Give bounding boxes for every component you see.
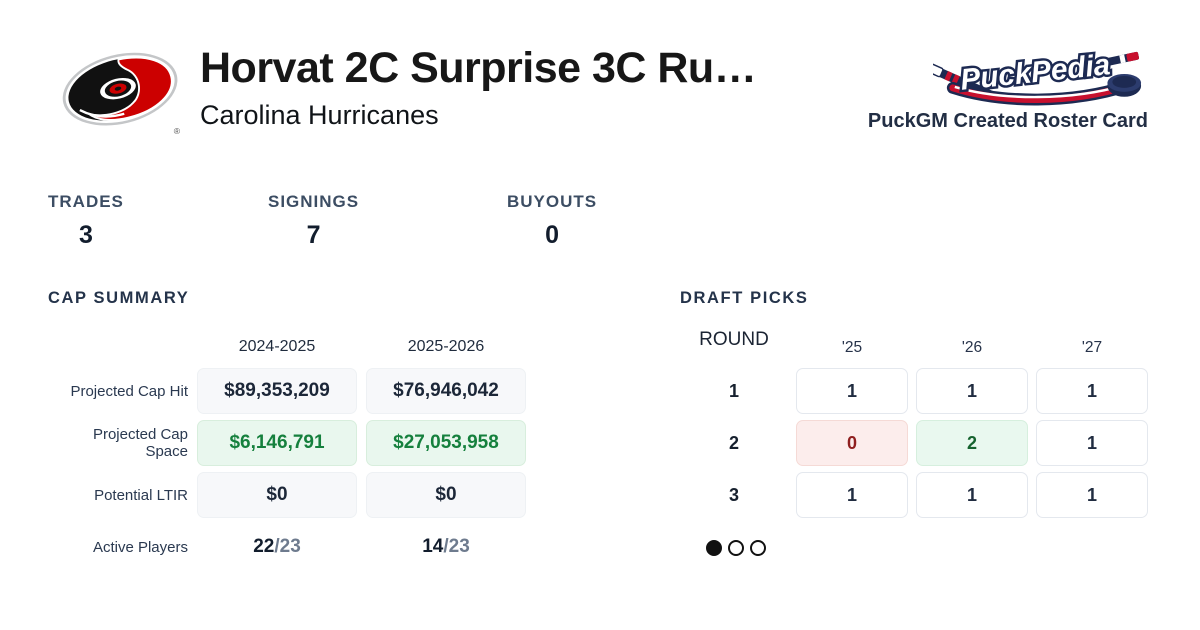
ltir-value: $0 [197,472,357,518]
cap-hit-value: $89,353,209 [197,368,357,414]
pagination-dots [706,540,766,556]
draft-picks-heading: DRAFT PICKS [680,289,809,307]
row-label-projected-cap-space: Projected Cap Space [92,426,188,460]
stat-signings: SIGNINGS 7 [268,192,359,250]
row-label-potential-ltir: Potential LTIR [94,486,188,504]
cap-hit-value: $76,946,042 [366,368,526,414]
stat-label: BUYOUTS [507,192,598,211]
stat-trades: TRADES 3 [48,192,124,250]
stat-value: 7 [306,221,321,249]
round-column-header: ROUND [699,329,769,350]
round-number: 1 [728,380,739,401]
hurricanes-team-logo-icon: ® [62,52,181,136]
cap-summary-table: 2024-2025 2025-2026 Projected Cap Hit $8… [48,328,526,570]
draft-pick-cell: 0 [796,420,908,466]
draft-pick-cell: 2 [916,420,1028,466]
team-name: Carolina Hurricanes [200,100,439,130]
year-column-header: '27 [1081,339,1103,356]
draft-pick-cell: 1 [1036,368,1148,414]
draft-pick-cell: 1 [916,368,1028,414]
puckpedia-logo-icon: PuckPedia [933,46,1142,106]
row-label-active-players: Active Players [92,538,188,556]
stat-value: 0 [545,221,560,249]
season-column-header: 2025-2026 [407,338,485,355]
cap-space-value: $27,053,958 [366,420,526,466]
row-label-projected-cap-hit: Projected Cap Hit [70,382,188,400]
ltir-value: $0 [366,472,526,518]
pagination-dot[interactable] [728,540,744,556]
cap-summary-heading: CAP SUMMARY [48,289,190,307]
roster-max: /23 [443,536,470,557]
pagination-dot[interactable] [706,540,722,556]
hockey-stick-right-icon [1093,51,1139,69]
year-column-header: '25 [841,339,863,356]
brand-tagline: PuckGM Created Roster Card [867,110,1148,132]
round-number: 2 [728,432,739,453]
spacer [48,328,188,362]
page-title: Horvat 2C Surprise 3C Ru… [200,44,757,92]
stat-value: 3 [79,221,93,249]
draft-pick-cell: 1 [1036,420,1148,466]
draft-picks-table: ROUND '25 '26 '27 1 1 1 1 2 0 2 1 3 1 1 … [680,328,1148,518]
year-column-header: '26 [961,339,983,356]
pagination-dot[interactable] [750,540,766,556]
active-players-value: 14/23 [366,524,526,570]
stat-label: TRADES [48,192,124,211]
active-count: 22 [253,536,275,557]
active-count: 14 [422,536,444,557]
draft-pick-cell: 1 [796,368,908,414]
draft-pick-cell: 1 [1036,472,1148,518]
active-players-value: 22/23 [197,524,357,570]
stat-label: SIGNINGS [268,192,360,211]
stat-buyouts: BUYOUTS 0 [507,192,597,250]
roster-max: /23 [274,536,301,557]
round-number: 3 [728,484,739,505]
draft-pick-cell: 1 [916,472,1028,518]
draft-pick-cell: 1 [796,472,908,518]
registered-mark: ® [174,126,181,136]
cap-space-value: $6,146,791 [197,420,357,466]
season-column-header: 2024-2025 [238,338,316,355]
